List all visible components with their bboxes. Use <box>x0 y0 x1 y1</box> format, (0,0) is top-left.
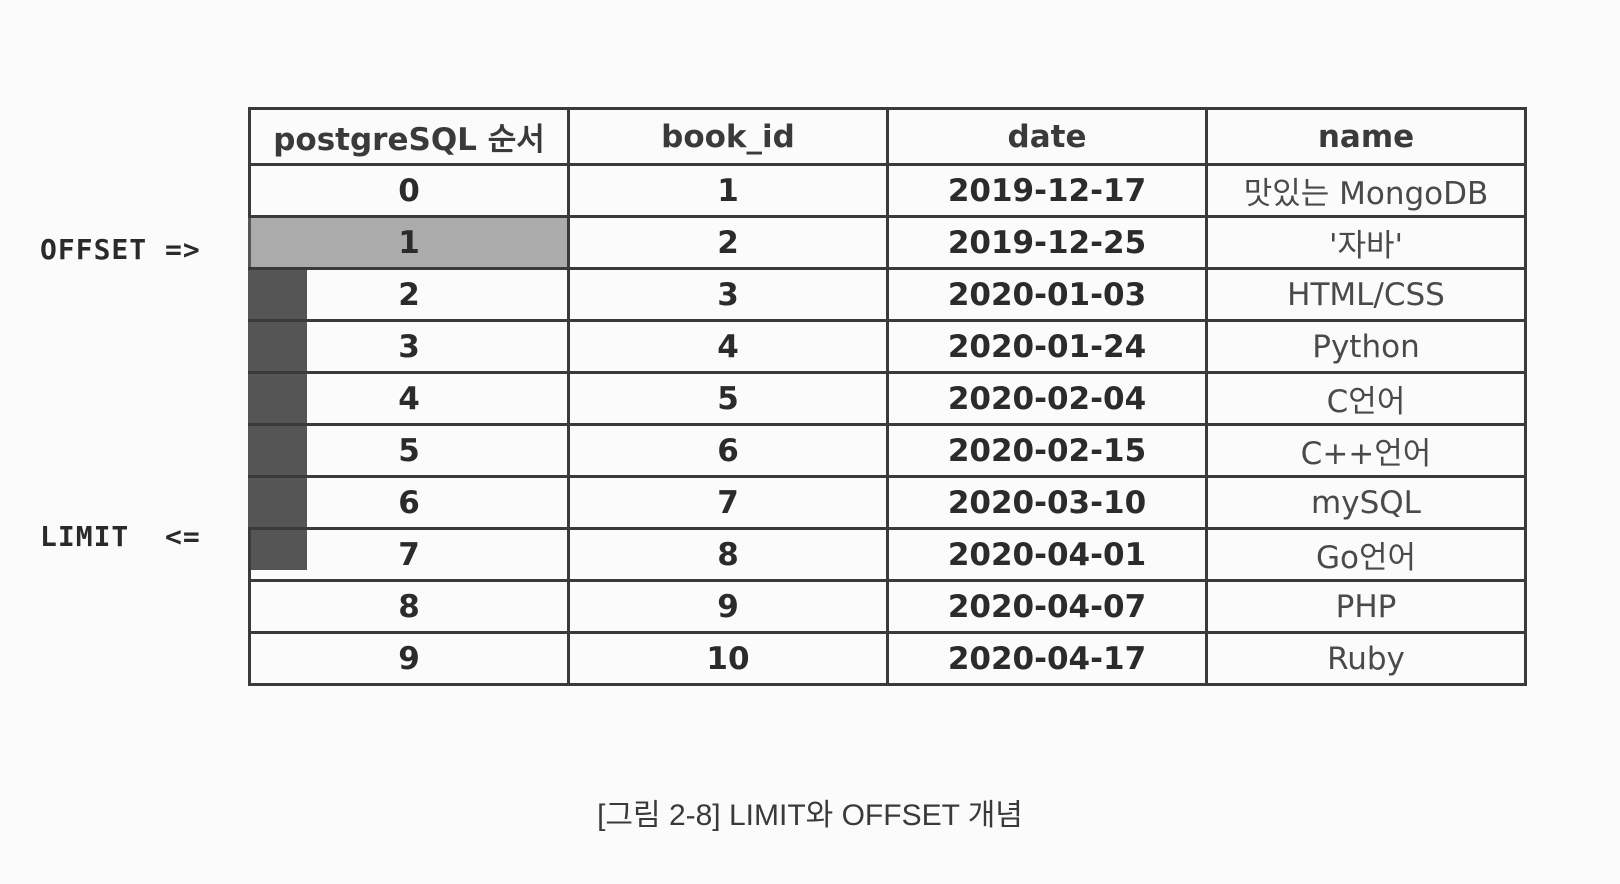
name-cell: mySQL <box>1205 475 1527 530</box>
header-order: postgreSQL 순서 <box>248 107 570 166</box>
order-cell: 5 <box>248 423 570 478</box>
order-cell: 3 <box>248 319 570 374</box>
book-table: postgreSQL 순서 book_id date name 0 1 2019… <box>248 107 1527 686</box>
header-date: date <box>886 107 1208 166</box>
order-cell: 2 <box>248 267 570 322</box>
offset-label: OFFSET => <box>40 233 201 266</box>
order-cell: 4 <box>248 371 570 426</box>
header-name: name <box>1205 107 1527 166</box>
table-row: 0 1 2019-12-17 맛있는 MongoDB <box>248 163 1527 218</box>
figure-caption: [그림 2-8] LIMIT와 OFFSET 개념 <box>597 799 1023 832</box>
name-cell: HTML/CSS <box>1205 267 1527 322</box>
book-id-cell: 8 <box>567 527 889 582</box>
date-cell: 2020-03-10 <box>886 475 1208 530</box>
date-cell: 2020-02-15 <box>886 423 1208 478</box>
name-cell: '자바' <box>1205 215 1527 270</box>
name-cell: Go언어 <box>1205 527 1527 582</box>
order-cell: 1 <box>248 215 570 270</box>
book-id-cell: 6 <box>567 423 889 478</box>
order-cell: 0 <box>248 163 570 218</box>
table-row: 3 4 2020-01-24 Python <box>248 319 1527 374</box>
table-header-row: postgreSQL 순서 book_id date name <box>248 107 1527 166</box>
date-cell: 2020-04-17 <box>886 631 1208 686</box>
book-id-cell: 9 <box>567 579 889 634</box>
name-cell: C++언어 <box>1205 423 1527 478</box>
name-cell: C언어 <box>1205 371 1527 426</box>
book-id-cell: 4 <box>567 319 889 374</box>
name-cell: Ruby <box>1205 631 1527 686</box>
date-cell: 2020-01-24 <box>886 319 1208 374</box>
table-row: 8 9 2020-04-07 PHP <box>248 579 1527 634</box>
order-cell: 8 <box>248 579 570 634</box>
book-id-cell: 10 <box>567 631 889 686</box>
order-cell: 6 <box>248 475 570 530</box>
date-cell: 2020-04-01 <box>886 527 1208 582</box>
table-row: 4 5 2020-02-04 C언어 <box>248 371 1527 426</box>
book-id-cell: 1 <box>567 163 889 218</box>
name-cell: 맛있는 MongoDB <box>1205 163 1527 218</box>
book-id-cell: 5 <box>567 371 889 426</box>
order-cell: 7 <box>248 527 570 582</box>
date-cell: 2020-04-07 <box>886 579 1208 634</box>
table-row: 6 7 2020-03-10 mySQL <box>248 475 1527 530</box>
header-book-id: book_id <box>567 107 889 166</box>
date-cell: 2020-02-04 <box>886 371 1208 426</box>
date-cell: 2019-12-17 <box>886 163 1208 218</box>
table-row: 1 2 2019-12-25 '자바' <box>248 215 1527 270</box>
table-row: 2 3 2020-01-03 HTML/CSS <box>248 267 1527 322</box>
book-id-cell: 7 <box>567 475 889 530</box>
date-cell: 2020-01-03 <box>886 267 1208 322</box>
table-row: 7 8 2020-04-01 Go언어 <box>248 527 1527 582</box>
date-cell: 2019-12-25 <box>886 215 1208 270</box>
table-row: 5 6 2020-02-15 C++언어 <box>248 423 1527 478</box>
order-cell: 9 <box>248 631 570 686</box>
name-cell: PHP <box>1205 579 1527 634</box>
limit-label: LIMIT <= <box>40 520 201 553</box>
book-id-cell: 2 <box>567 215 889 270</box>
book-id-cell: 3 <box>567 267 889 322</box>
name-cell: Python <box>1205 319 1527 374</box>
table-row: 9 10 2020-04-17 Ruby <box>248 631 1527 686</box>
